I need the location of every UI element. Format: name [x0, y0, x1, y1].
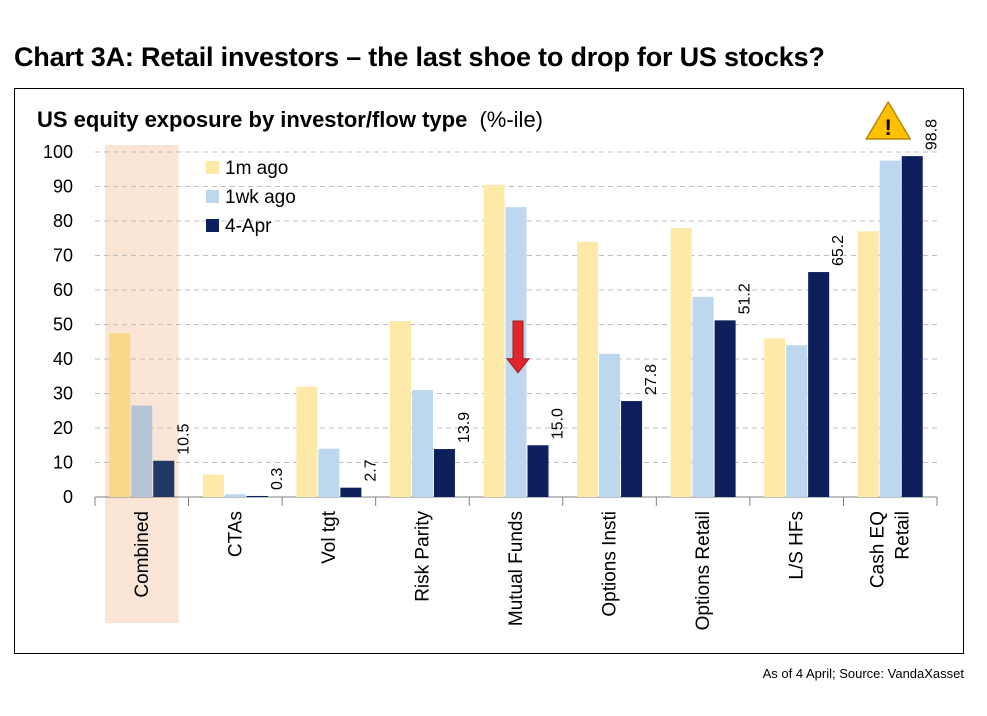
- bar-1m-ago-5: [577, 241, 599, 497]
- y-tick-label: 30: [53, 384, 73, 404]
- bar-4-apr-5: [621, 401, 643, 497]
- y-tick-label: 70: [53, 246, 73, 266]
- legend-swatch: [206, 190, 219, 203]
- warning-glyph: !: [885, 115, 892, 140]
- bar-4-apr-0: [153, 460, 175, 497]
- warning-icon: [865, 101, 911, 140]
- bar-1m-ago-4: [483, 184, 505, 497]
- x-category-label: L/S HFs: [787, 511, 808, 580]
- data-label: 27.8: [643, 364, 660, 395]
- chart-title-main: US equity exposure by investor/flow type: [37, 107, 467, 132]
- y-tick-label: 80: [53, 211, 73, 231]
- legend-label: 4-Apr: [225, 216, 272, 237]
- bar-1m-ago-7: [764, 338, 786, 497]
- bar-1wk-ago-0: [131, 405, 153, 497]
- y-tick-label: 20: [53, 418, 73, 438]
- bar-1wk-ago-1: [224, 494, 246, 497]
- x-category-label: Options Retail: [693, 511, 714, 630]
- page-title: Chart 3A: Retail investors – the last sh…: [14, 42, 825, 72]
- bar-1m-ago-8: [857, 231, 879, 497]
- data-label: 2.7: [362, 459, 379, 481]
- bar-4-apr-3: [433, 449, 455, 497]
- x-category-label: CTAs: [225, 511, 246, 557]
- legend-swatch: [206, 219, 219, 232]
- x-category-label: Mutual Funds: [506, 511, 527, 626]
- data-label: 51.2: [737, 283, 754, 314]
- bar-chart: US equity exposure by investor/flow type…: [37, 101, 941, 630]
- bar-4-apr-2: [340, 487, 362, 497]
- chart-frame: US equity exposure by investor/flow type…: [14, 88, 964, 654]
- bar-1wk-ago-5: [599, 353, 621, 497]
- x-category-label: Combined: [132, 511, 153, 598]
- x-category-label: Risk Parity: [412, 511, 433, 602]
- bar-4-apr-7: [808, 272, 830, 497]
- down-arrow-icon: [505, 320, 531, 374]
- legend-swatch: [206, 161, 219, 174]
- chart-title: US equity exposure by investor/flow type…: [37, 107, 543, 132]
- bar-1wk-ago-2: [318, 448, 340, 497]
- x-category-label: Retail: [893, 511, 914, 560]
- bar-4-apr-1: [246, 495, 268, 497]
- bar-1wk-ago-7: [786, 345, 808, 497]
- chart-title-suffix: (%-ile): [479, 107, 543, 132]
- data-label: 65.2: [830, 235, 847, 266]
- bar-1m-ago-2: [296, 386, 318, 497]
- source-note: As of 4 April; Source: VandaXasset: [762, 666, 964, 681]
- data-label: 15.0: [550, 408, 567, 439]
- bar-4-apr-6: [714, 320, 736, 497]
- legend-label: 1m ago: [225, 158, 288, 179]
- y-tick-label: 90: [53, 177, 73, 197]
- data-label: 98.8: [924, 119, 941, 150]
- bar-1m-ago-0: [109, 333, 131, 497]
- legend-label: 1wk ago: [225, 187, 296, 208]
- y-tick-label: 40: [53, 349, 73, 369]
- bar-4-apr-4: [527, 445, 549, 497]
- data-label: 10.5: [175, 424, 192, 455]
- y-tick-label: 60: [53, 280, 73, 300]
- data-label: 0.3: [269, 468, 286, 490]
- bar-1wk-ago-3: [411, 390, 433, 497]
- bar-4-apr-8: [901, 156, 923, 497]
- x-category-label: Options Insti: [600, 511, 621, 617]
- x-category-label: Vol tgt: [319, 510, 340, 564]
- bar-1m-ago-6: [670, 227, 692, 497]
- bar-1wk-ago-8: [879, 160, 901, 497]
- y-tick-label: 10: [53, 453, 73, 473]
- y-tick-label: 100: [43, 142, 73, 162]
- y-tick-label: 50: [53, 315, 73, 335]
- x-category-label: Cash EQ: [868, 511, 889, 588]
- bar-1m-ago-1: [202, 474, 224, 497]
- bar-1m-ago-3: [389, 321, 411, 497]
- y-tick-label: 0: [63, 487, 73, 507]
- data-label: 13.9: [456, 412, 473, 443]
- bar-1wk-ago-6: [692, 296, 714, 497]
